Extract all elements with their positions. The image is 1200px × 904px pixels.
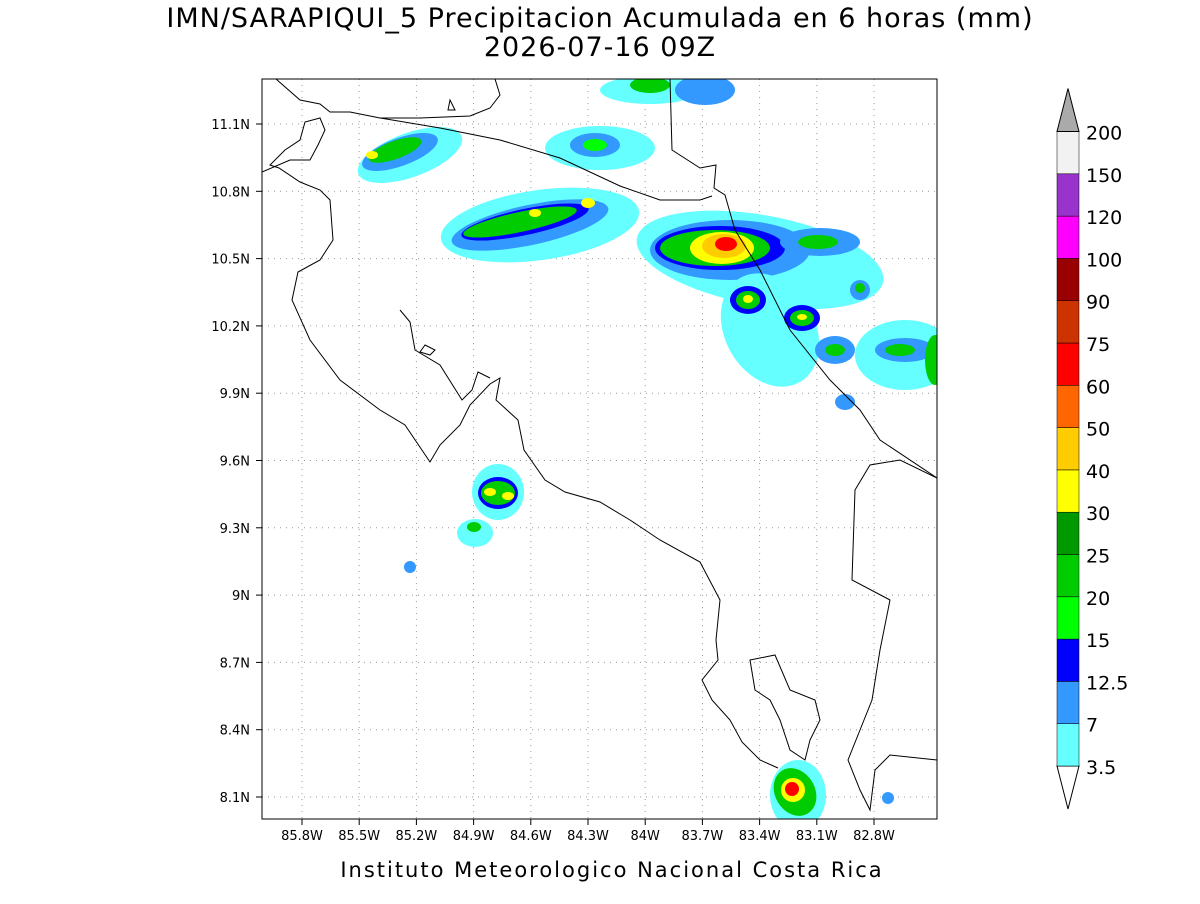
lon-label: 85.8W — [281, 829, 323, 844]
colorbar-label: 25 — [1086, 546, 1110, 568]
colorbar-label: 7 — [1086, 715, 1098, 737]
lon-label: 84.6W — [510, 829, 552, 844]
colorbar-label: 40 — [1086, 461, 1110, 483]
lon-label: 84.9W — [453, 829, 495, 844]
lon-label: 85.5W — [338, 829, 380, 844]
rain-cells — [357, 79, 937, 819]
lat-label: 11.1N — [211, 118, 250, 133]
colorbar-swatch — [1056, 173, 1080, 217]
coastline — [262, 79, 937, 812]
map-subtitle: 2026-07-16 09Z — [484, 32, 716, 63]
lon-label: 84W — [630, 829, 660, 844]
colorbar-swatch — [1056, 638, 1080, 682]
lat-label: 9.6N — [220, 455, 250, 470]
map-title: IMN/SARAPIQUI_5 Precipitacion Acumulada … — [166, 3, 1033, 34]
colorbar: 3.5 7 12.5 15 20 25 30 40 50 60 75 90 100 120 150 200 — [1056, 88, 1128, 810]
colorbar-swatch — [1056, 258, 1080, 301]
colorbar-swatch — [1056, 427, 1080, 471]
colorbar-label: 150 — [1086, 165, 1122, 187]
colorbar-swatch — [1056, 554, 1080, 598]
colorbar-label: 120 — [1086, 207, 1122, 229]
footer: Instituto Meteorologico Nacional Costa R… — [340, 858, 883, 882]
colorbar-swatch — [1056, 765, 1080, 810]
colorbar-label: 75 — [1086, 334, 1110, 356]
lat-label: 9.9N — [220, 387, 250, 402]
colorbar-label: 3.5 — [1086, 757, 1116, 779]
colorbar-label: 20 — [1086, 588, 1110, 610]
lat-label: 8.7N — [220, 656, 250, 671]
colorbar-label: 30 — [1086, 503, 1110, 525]
colorbar-label: 15 — [1086, 630, 1110, 652]
lat-label: 9N — [232, 589, 250, 604]
lat-label: 10.8N — [211, 185, 250, 200]
lon-label: 82.8W — [853, 829, 895, 844]
colorbar-label: 12.5 — [1086, 672, 1128, 694]
lon-label: 83.7W — [681, 829, 723, 844]
colorbar-swatch — [1056, 342, 1080, 386]
precipitation — [262, 79, 937, 819]
colorbar-swatch — [1056, 215, 1080, 259]
colorbar-swatch — [1056, 511, 1080, 555]
lat-label: 10.2N — [211, 320, 250, 335]
lon-label: 85.2W — [395, 829, 437, 844]
lon-label: 83.4W — [739, 829, 781, 844]
lat-label: 8.1N — [220, 791, 250, 806]
colorbar-swatch — [1056, 723, 1080, 767]
colorbar-swatch — [1056, 469, 1080, 513]
lon-label: 83.1W — [796, 829, 838, 844]
colorbar-swatch — [1056, 681, 1080, 724]
lat-label: 8.4N — [220, 724, 250, 739]
colorbar-label: 200 — [1086, 123, 1122, 145]
lat-label: 9.3N — [220, 522, 250, 537]
colorbar-label: 100 — [1086, 249, 1122, 271]
lat-label: 10.5N — [211, 253, 250, 268]
colorbar-swatch — [1056, 131, 1080, 175]
colorbar-swatch — [1056, 596, 1080, 640]
colorbar-swatch — [1056, 88, 1080, 132]
colorbar-label: 90 — [1086, 292, 1110, 314]
colorbar-swatch — [1056, 300, 1080, 344]
map-frame — [261, 78, 938, 820]
colorbar-label: 60 — [1086, 376, 1110, 398]
axis-labels: 11.1N 10.8N 10.5N 10.2N 9.9N 9.6N 9.3N 9N 8.7N 8.… — [211, 118, 895, 844]
lon-label: 84.3W — [567, 829, 609, 844]
colorbar-label: 50 — [1086, 419, 1110, 441]
colorbar-swatch — [1056, 385, 1080, 428]
